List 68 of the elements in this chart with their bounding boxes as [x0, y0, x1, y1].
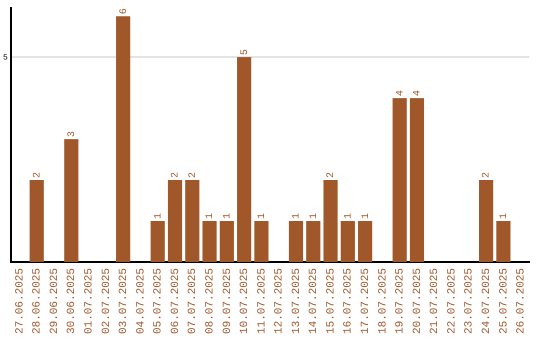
bar [323, 180, 338, 262]
x-tick-label: 30.06.2025 [66, 268, 78, 334]
x-tick-label: 21.07.2025 [429, 268, 442, 334]
x-tick-label: 02.07.2025 [100, 268, 113, 334]
bar [496, 221, 510, 262]
bar [116, 16, 130, 262]
bar [306, 221, 320, 262]
bar [479, 180, 494, 262]
data-label: 1 [153, 213, 164, 220]
x-tick-label: 22.07.2025 [446, 268, 458, 334]
x-tick-label: 29.06.2025 [48, 268, 61, 334]
x-tick-label: 10.07.2025 [239, 268, 252, 334]
data-label: 3 [66, 131, 78, 138]
bar [150, 221, 165, 262]
x-tick-label: 17.07.2025 [360, 268, 372, 334]
data-label: 1 [257, 213, 268, 220]
data-label: 2 [188, 172, 199, 178]
x-tick-label: 12.07.2025 [274, 268, 286, 334]
bar [30, 180, 44, 262]
data-label: 4 [395, 90, 406, 96]
x-tick-label: 24.07.2025 [481, 268, 494, 334]
bar [237, 57, 252, 262]
data-label: 1 [222, 213, 234, 220]
x-tick-label: 15.07.2025 [325, 268, 338, 334]
x-tick-label: 05.07.2025 [152, 268, 165, 334]
bar [410, 98, 424, 262]
bar [64, 139, 78, 262]
x-tick-label: 28.06.2025 [32, 268, 44, 334]
data-label: 1 [205, 213, 216, 220]
data-label: 5 [240, 49, 251, 56]
bar [254, 221, 268, 262]
data-label: 6 [118, 8, 130, 14]
x-tick-label: 13.07.2025 [290, 268, 303, 334]
bar [340, 221, 355, 262]
x-tick-label: 16.07.2025 [342, 268, 355, 334]
data-label: 2 [170, 172, 182, 178]
data-label: 2 [32, 172, 44, 178]
x-tick-label: 01.07.2025 [83, 268, 96, 334]
data-label: 2 [326, 172, 338, 178]
data-label: 4 [412, 90, 424, 96]
x-tick-label: 18.07.2025 [377, 268, 390, 334]
bar [202, 221, 217, 262]
x-tick-label: 14.07.2025 [308, 268, 320, 334]
x-tick-label: 27.06.2025 [14, 268, 26, 334]
data-label: 1 [292, 213, 303, 220]
bar [392, 98, 407, 262]
data-label: 1 [499, 213, 510, 220]
data-label: 1 [343, 213, 354, 220]
x-tick-label: 23.07.2025 [464, 268, 476, 334]
x-tick-label: 11.07.2025 [256, 268, 268, 334]
data-label: 2 [482, 172, 493, 178]
x-tick-label: 03.07.2025 [118, 268, 130, 334]
x-tick-label: 19.07.2025 [394, 268, 407, 334]
data-label: 1 [360, 213, 372, 220]
bar [168, 180, 182, 262]
bar [185, 180, 200, 262]
x-tick-label: 20.07.2025 [412, 268, 424, 334]
x-tick-label: 08.07.2025 [204, 268, 216, 334]
x-tick-label: 09.07.2025 [222, 268, 234, 334]
x-tick-label: 26.07.2025 [516, 268, 528, 334]
data-label: 1 [308, 213, 320, 220]
bar [288, 221, 304, 262]
x-tick-label: 25.07.2025 [498, 268, 510, 334]
bar [220, 221, 234, 262]
x-tick-label: 04.07.2025 [135, 268, 148, 334]
bar [358, 221, 372, 262]
x-tick-label: 07.07.2025 [187, 268, 200, 334]
x-tick-label: 06.07.2025 [170, 268, 182, 334]
